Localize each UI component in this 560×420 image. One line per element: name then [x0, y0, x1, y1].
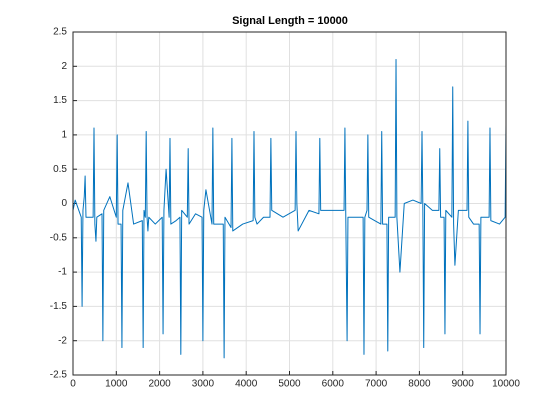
- x-tick-label: 7000: [365, 379, 388, 390]
- x-tick-label: 3000: [192, 379, 215, 390]
- y-tick-label: 1.5: [53, 95, 67, 106]
- y-tick-label: -2: [58, 335, 67, 346]
- y-tick-label: -1.5: [50, 301, 68, 312]
- y-tick-label: 2.5: [53, 27, 67, 38]
- x-tick-label: 6000: [322, 379, 345, 390]
- x-tick-label: 0: [70, 379, 76, 390]
- y-tick-label: -1: [58, 267, 67, 278]
- x-tick-label: 4000: [235, 379, 258, 390]
- chart-title: Signal Length = 10000: [232, 15, 348, 27]
- y-tick-label: 2: [61, 61, 67, 72]
- x-tick-label: 1000: [105, 379, 128, 390]
- x-tick-label: 2000: [148, 379, 171, 390]
- y-tick-label: 0: [61, 198, 67, 209]
- signal-line: [72, 58, 507, 359]
- y-tick-label: 1: [61, 130, 67, 141]
- x-tick-label: 9000: [452, 379, 475, 390]
- plot-frame: [72, 31, 507, 376]
- x-tick-label: 5000: [278, 379, 301, 390]
- x-tick-label: 8000: [408, 379, 431, 390]
- y-tick-label: -2.5: [50, 370, 68, 381]
- x-tick-label: 10000: [492, 379, 520, 390]
- y-tick-label: -0.5: [50, 232, 68, 243]
- y-tick-label: 0.5: [53, 164, 67, 175]
